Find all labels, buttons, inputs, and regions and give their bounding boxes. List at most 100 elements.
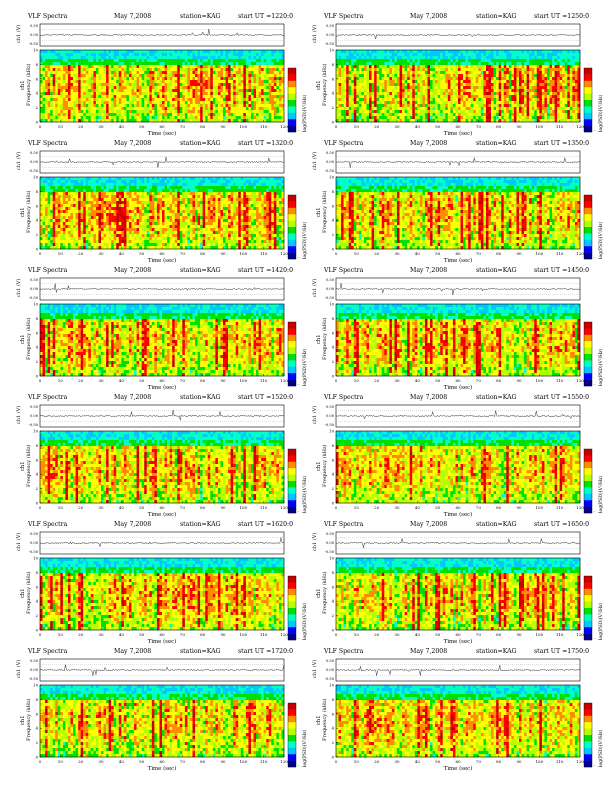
spectrogram-cell [93, 56, 97, 60]
spectrogram-cell [159, 104, 163, 108]
spectrogram-cell [235, 110, 239, 114]
spectrogram-cell [493, 53, 497, 57]
spectrogram-cell [414, 80, 418, 84]
panel-start-time: start UT =1220:0 [238, 12, 293, 22]
spectrogram-cell [256, 113, 259, 117]
spectrogram-cell [371, 50, 375, 54]
spectrogram-cell [108, 77, 112, 81]
spectrogram-cell [493, 95, 497, 99]
spectrogram-cell [498, 86, 502, 90]
spectrogram-cell [210, 80, 214, 84]
spectrogram-cell [42, 234, 46, 238]
spectrogram-cell [437, 53, 441, 57]
spectrogram-cell [445, 89, 449, 93]
spectrogram-cell [478, 107, 482, 111]
spectrogram-cell [62, 207, 66, 211]
spectrogram-cell [40, 71, 43, 75]
spectrogram-cell [470, 110, 474, 114]
spectrogram-cell [363, 71, 367, 75]
spectrogram-cell [564, 92, 568, 96]
spectrogram-cell [519, 71, 522, 75]
spectrogram-cell [210, 56, 214, 60]
spectrogram-cell [273, 65, 277, 69]
spectrogram-cell [261, 62, 264, 66]
spectrogram-cell [116, 62, 119, 66]
spectrogram-cell [258, 119, 262, 123]
spectrogram-cell [391, 98, 395, 102]
spectrogram-cell [52, 116, 56, 120]
spectrogram-cell [404, 92, 408, 96]
spectrogram-cell [248, 65, 252, 69]
spectrogram-cell [521, 56, 525, 60]
spectrogram-cell [488, 77, 492, 81]
spectrogram-cell [189, 53, 193, 57]
spectrogram-cell [60, 183, 64, 187]
spectrogram-cell [521, 83, 525, 87]
spectrogram-cell [134, 98, 137, 102]
spectrogram-cell [273, 116, 277, 120]
spectrogram-cell [177, 116, 180, 120]
spectrogram-cell [369, 86, 372, 90]
spectrogram-cell [338, 110, 342, 114]
spectrogram-cell [404, 95, 408, 99]
spectrogram-cell [536, 56, 540, 60]
spectrogram-cell [273, 74, 277, 78]
spectrogram-cell [202, 77, 206, 81]
spectrogram-cell [526, 62, 530, 66]
spectrogram-cell [57, 83, 61, 87]
freq-tick-label: 8 [36, 62, 39, 67]
spectrogram-cell [73, 80, 76, 84]
spectrogram-cell [501, 62, 504, 66]
spectrogram-cell [511, 74, 515, 78]
spectrogram-cell [539, 95, 543, 99]
spectrogram-cell [493, 116, 497, 120]
spectrogram-cell [460, 86, 464, 90]
spectrogram-cell [353, 116, 357, 120]
spectrogram-cell [50, 189, 53, 193]
spectrogram-cell [253, 107, 257, 111]
spectrogram-cell [60, 204, 64, 208]
spectrogram-cell [139, 56, 142, 60]
spectrogram-cell [177, 98, 180, 102]
spectrogram-cell [544, 101, 548, 105]
spectrogram-cell [156, 116, 160, 120]
spectrogram-cell [197, 59, 201, 63]
spectrogram-cell [67, 74, 71, 78]
spectrogram-cell [192, 50, 196, 54]
spectrogram-cell [182, 113, 186, 117]
spectrogram-cell [47, 228, 51, 232]
spectrogram-cell [468, 53, 471, 57]
spectrogram-cell [369, 56, 372, 60]
spectrogram-cell [212, 53, 216, 57]
spectrogram-cell [536, 95, 540, 99]
spectrogram-cell [506, 83, 510, 87]
spectrogram-cell [273, 92, 277, 96]
spectrogram-cell [409, 104, 413, 108]
spectrogram-cell [498, 68, 502, 72]
spectrogram-cell [67, 101, 71, 105]
spectrogram-cell [442, 62, 446, 66]
spectrogram-cell [541, 98, 545, 102]
spectrogram-cell [75, 86, 79, 90]
spectrogram-cell [430, 50, 433, 54]
spectrogram-cell [52, 207, 56, 211]
spectrogram-cell [40, 225, 43, 229]
spectrogram-cell [376, 119, 380, 123]
spectrogram-cell [40, 237, 43, 241]
colorbar-label: log(PSD)(V²/Hz) [597, 94, 604, 132]
spectrogram-cell [62, 119, 66, 123]
spectrogram-cell [455, 98, 459, 102]
spectrogram-cell [42, 228, 46, 232]
spectrogram-cell [562, 56, 565, 60]
spectrogram-cell [402, 50, 405, 54]
colorbar-segment [288, 100, 296, 107]
spectrogram-cell [156, 104, 160, 108]
spectrogram-cell [182, 95, 186, 99]
spectrogram-cell [463, 110, 466, 114]
spectrogram-cell [341, 83, 344, 87]
spectrogram-cell [419, 92, 423, 96]
spectrogram-cell [529, 119, 532, 123]
spectrogram-cell [341, 101, 344, 105]
spectrogram-cell [338, 71, 342, 75]
spectrogram-cell [440, 107, 443, 111]
